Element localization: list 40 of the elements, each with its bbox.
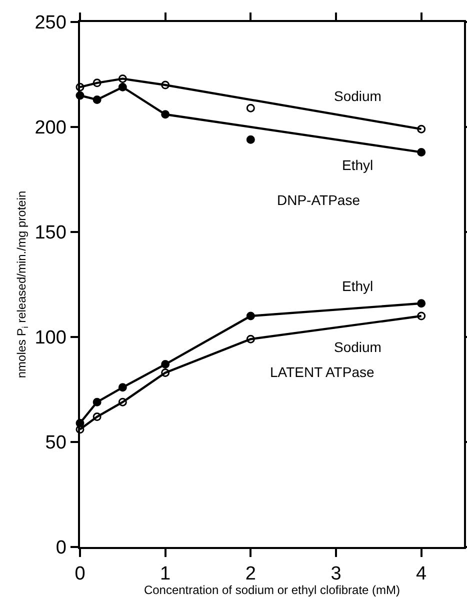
- series-label: Ethyl: [342, 278, 374, 294]
- y-tick-label: 200: [34, 118, 66, 139]
- point: [246, 334, 255, 344]
- y-tick-label: 50: [45, 432, 66, 454]
- point: [417, 124, 426, 134]
- series-label: Sodium: [334, 339, 382, 355]
- point: [417, 148, 426, 156]
- series-label: Sodium: [334, 88, 382, 104]
- series-label: Ethyl: [342, 157, 374, 173]
- point: [161, 80, 170, 90]
- point: [246, 104, 255, 112]
- x-tick-label: 4: [416, 564, 428, 585]
- point: [92, 398, 102, 406]
- x-axis-title: Concentration of sodium or ethyl clofibrate (mM): [144, 583, 400, 597]
- point: [417, 299, 426, 308]
- point: [118, 383, 127, 392]
- y-tick-label: 150: [34, 222, 66, 244]
- point: [161, 110, 170, 119]
- x-tick-label: 0: [74, 564, 86, 585]
- point: [92, 412, 102, 422]
- x-tick-label: 3: [330, 564, 342, 585]
- point: [92, 95, 102, 104]
- annotation: LATENT ATPase: [270, 364, 374, 380]
- annotation: DNP-ATPase: [277, 192, 360, 208]
- point: [76, 82, 84, 92]
- point: [118, 82, 127, 92]
- point: [118, 398, 127, 406]
- y-tick-label: 250: [34, 12, 66, 34]
- point: [118, 74, 127, 83]
- y-tick-label: 100: [34, 328, 66, 349]
- point: [246, 135, 255, 144]
- point: [92, 78, 102, 88]
- point: [161, 360, 170, 369]
- x-tick-label: 1: [160, 564, 171, 585]
- point: [161, 368, 170, 377]
- point: [417, 312, 426, 320]
- y-tick-label: 0: [56, 538, 66, 559]
- point: [76, 425, 84, 434]
- point: [246, 312, 255, 320]
- x-tick-label: 2: [245, 564, 256, 585]
